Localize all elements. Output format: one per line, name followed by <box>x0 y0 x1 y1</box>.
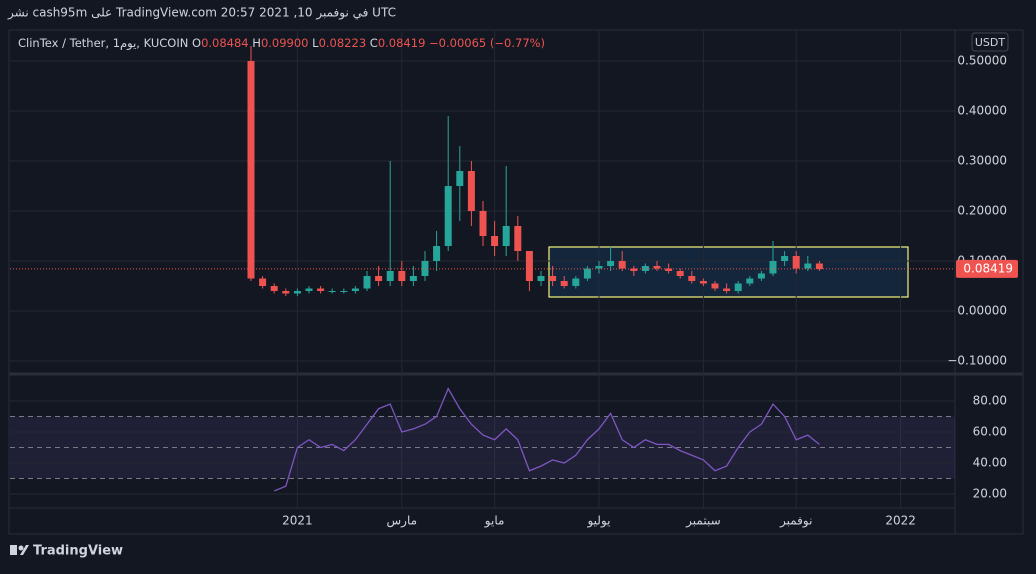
last-price-label: 0.08419 <box>963 261 1013 275</box>
currency[interactable]: USDT <box>975 36 1006 49</box>
candle-body <box>398 271 406 281</box>
candle-body <box>247 61 255 279</box>
candle-body <box>595 266 603 269</box>
last-price-box <box>956 259 1018 278</box>
frame <box>8 29 1024 535</box>
candle-body <box>734 283 742 291</box>
candle-body <box>328 291 336 292</box>
candle-body <box>293 291 301 294</box>
candle-body <box>815 263 823 269</box>
legend-key: O <box>192 36 201 50</box>
candle-body <box>375 276 383 281</box>
candle-body <box>502 226 510 246</box>
candle-body <box>723 288 731 291</box>
candle-body <box>583 268 591 279</box>
candle-body <box>699 281 707 284</box>
candle-body <box>618 261 626 269</box>
candle-body <box>653 266 661 269</box>
x-tick-label: يوليو <box>586 514 610 529</box>
x-tick-label: مارس <box>387 514 418 529</box>
y-tick-label: 0.20000 <box>957 204 1007 218</box>
y-tick-label: 0.30000 <box>957 154 1007 168</box>
legend-key: H <box>252 36 261 50</box>
candle-body <box>665 268 673 271</box>
logo <box>10 545 29 555</box>
legend-value: 0.08223 <box>319 36 367 50</box>
x-tick-label: سبتمبر <box>685 514 720 529</box>
candle-body <box>525 251 533 281</box>
change-percent: (−0.77%) <box>490 36 545 50</box>
candle-body <box>804 263 812 269</box>
candle-body <box>676 271 684 276</box>
candle-body <box>305 288 313 291</box>
y-tick-label: 60.00 <box>973 424 1007 438</box>
legend-value: 0.08484 <box>201 36 249 50</box>
candle-body <box>688 276 696 281</box>
rsi-line <box>273 387 820 492</box>
candle-body <box>456 171 464 186</box>
candle-body <box>572 278 580 286</box>
brand: TradingView <box>33 544 123 559</box>
symbol: ClinTex / Tether, 1يوم, KUCOIN <box>18 36 188 51</box>
legend: ClinTex / Tether, 1يوم, KUCOIN O0.08484 … <box>18 36 545 51</box>
candle-body <box>641 266 649 271</box>
legend-value: 0.08419 <box>378 36 426 50</box>
candle-body <box>433 246 441 261</box>
candle-body <box>282 291 290 294</box>
legend-key: L <box>312 36 319 50</box>
legend-key: C <box>370 36 378 50</box>
published-note: نشر cash95m على TradingView.com 20:57 20… <box>7 6 396 21</box>
candle-body <box>630 268 638 271</box>
y-tick-label: 0.40000 <box>957 104 1007 118</box>
candle-body <box>537 276 545 281</box>
x-tick-label: مايو <box>484 514 505 529</box>
currency-button[interactable] <box>971 32 1009 52</box>
candle-body <box>781 256 789 261</box>
candle-body <box>549 276 557 281</box>
candle-body <box>409 276 417 281</box>
candle-body <box>560 281 568 286</box>
x-tick-label: نوفمبر <box>779 514 812 529</box>
candle-body <box>746 278 754 284</box>
y-tick-label: 0.50000 <box>957 54 1007 68</box>
candle-body <box>769 261 777 274</box>
candle-body <box>711 283 719 289</box>
y-tick-label: −0.10000 <box>947 354 1007 368</box>
x-tick-label: 2021 <box>282 514 313 528</box>
y-tick-label: 0.00000 <box>957 304 1007 318</box>
candle-body <box>317 288 325 291</box>
y-tick-label: 80.00 <box>973 393 1007 407</box>
candle-body <box>444 186 452 246</box>
legend-value: 0.09900 <box>261 36 309 50</box>
candle-body <box>259 278 267 286</box>
change: −0.00065 <box>429 36 486 50</box>
y-tick-label: 20.00 <box>973 487 1007 501</box>
x-tick-label: 2022 <box>885 514 916 528</box>
candle-body <box>792 256 800 269</box>
candle-body <box>607 261 615 266</box>
candle-body <box>386 271 394 281</box>
candle-body <box>757 273 765 279</box>
candle-body <box>340 291 348 292</box>
candle-body <box>514 226 522 251</box>
candle-body <box>479 211 487 236</box>
candle-body <box>467 171 475 211</box>
candle-body <box>363 276 371 289</box>
candle-body <box>270 286 278 291</box>
y-tick-label: 40.00 <box>973 456 1007 470</box>
candle-body <box>491 236 499 246</box>
candle-body <box>351 288 359 291</box>
